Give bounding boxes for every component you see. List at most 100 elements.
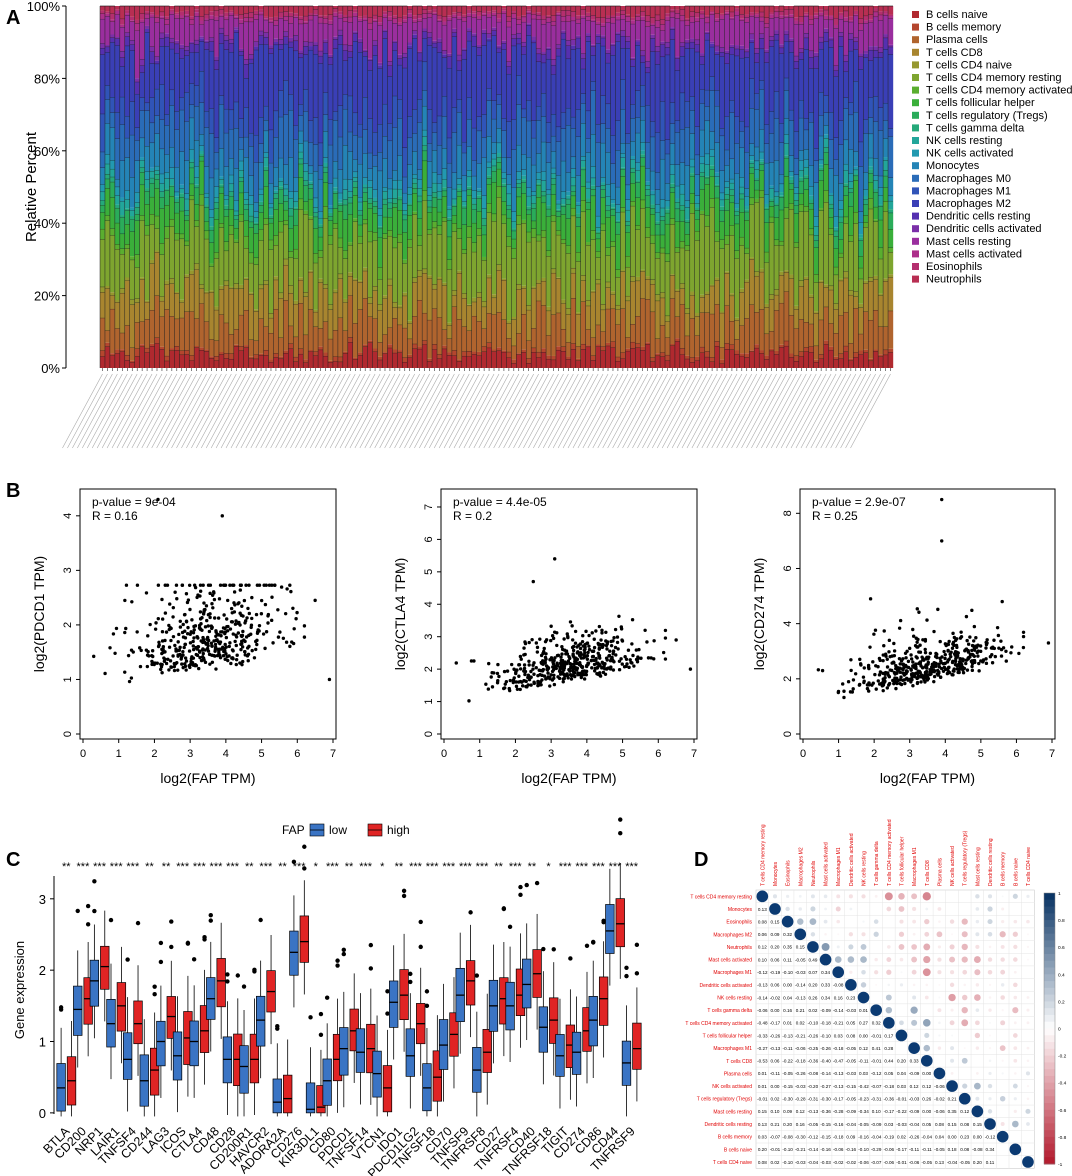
bar-segment: [541, 116, 547, 142]
bar-segment: [263, 120, 269, 131]
bar-segment: [124, 6, 130, 11]
bar-segment: [610, 43, 616, 46]
bar-segment: [551, 173, 557, 179]
bar-segment: [397, 179, 403, 189]
bar-segment: [258, 12, 264, 15]
bar-segment: [665, 315, 671, 322]
bar-segment: [669, 9, 676, 12]
bar-segment: [189, 117, 195, 149]
bar-segment: [422, 18, 428, 29]
bar-segment: [352, 323, 358, 358]
bar-segment: [536, 183, 542, 185]
bar-segment: [461, 207, 467, 225]
bar-segment: [605, 6, 611, 16]
bar-segment: [466, 237, 472, 305]
bar-segment: [441, 348, 448, 368]
bar-segment: [694, 44, 700, 52]
bar-segment: [109, 168, 116, 177]
bar-segment: [288, 157, 294, 192]
bar-segment: [283, 31, 289, 37]
bar-segment: [402, 22, 408, 53]
bar-segment: [541, 180, 547, 192]
bar-segment: [610, 207, 616, 210]
bar-segment: [298, 303, 304, 349]
bar-segment: [679, 15, 686, 21]
bar-segment: [516, 187, 522, 197]
bar-segment: [288, 293, 294, 326]
bar-segment: [144, 28, 150, 33]
bar-segment: [323, 321, 329, 353]
bar-segment: [377, 65, 383, 69]
bar-segment: [565, 356, 572, 360]
bar-segment: [674, 164, 681, 186]
bar-segment: [223, 40, 230, 50]
bar-segment: [620, 9, 626, 15]
bar-segment: [397, 64, 403, 100]
bar-segment: [387, 202, 393, 209]
bar-segment: [332, 177, 339, 188]
bar-segment: [684, 219, 690, 223]
bar-segment: [382, 198, 388, 205]
bar-segment: [456, 70, 463, 100]
bar-segment: [194, 165, 200, 178]
bar-segment: [228, 128, 235, 159]
bar-segment: [526, 241, 532, 306]
bar-segment: [610, 45, 616, 56]
bar-segment: [669, 345, 676, 368]
bar-segment: [258, 284, 264, 289]
bar-segment: [417, 218, 423, 236]
bar-segment: [268, 203, 274, 208]
bar-segment: [476, 228, 482, 236]
bar-segment: [318, 226, 324, 237]
bar-segment: [531, 208, 537, 221]
bar-segment: [595, 238, 601, 252]
bar-segment: [367, 168, 373, 181]
bar-segment: [620, 14, 626, 20]
bar-segment: [526, 13, 532, 24]
bar-segment: [104, 11, 111, 14]
bar-segment: [669, 143, 676, 165]
bar-segment: [496, 347, 502, 351]
bar-segment: [258, 201, 264, 206]
bar-segment: [179, 18, 185, 45]
bar-segment: [511, 221, 517, 229]
bar-segment: [367, 60, 373, 71]
bar-segment: [303, 201, 309, 211]
bar-segment: [417, 300, 423, 347]
bar-segment: [526, 120, 532, 157]
bar-segment: [159, 296, 165, 301]
bar-segment: [684, 165, 690, 201]
bar-segment: [570, 6, 576, 12]
bar-segment: [625, 295, 631, 301]
bar-segment: [570, 20, 576, 40]
bar-segment: [551, 314, 557, 356]
bar-segment: [516, 104, 522, 145]
y-tick-label: 60%: [34, 144, 60, 159]
bar-segment: [313, 355, 319, 368]
bar-segment: [684, 207, 690, 220]
bar-segment: [174, 43, 180, 53]
bar-segment: [536, 48, 542, 54]
bar-segment: [669, 29, 676, 40]
bar-segment: [278, 203, 284, 222]
bar-segment: [114, 248, 121, 300]
bar-segment: [669, 343, 676, 346]
bar-segment: [124, 137, 130, 158]
bar-segment: [660, 297, 666, 326]
bar-segment: [481, 6, 487, 11]
bar-segment: [392, 50, 398, 96]
bar-segment: [372, 206, 378, 214]
bar-segment: [635, 229, 641, 277]
bar-segment: [595, 231, 601, 233]
bar-segment: [303, 111, 309, 141]
bar-segment: [273, 25, 279, 39]
bar-segment: [372, 45, 378, 56]
bar-segment: [248, 204, 254, 216]
bar-segment: [288, 257, 294, 286]
bar-segment: [437, 6, 443, 15]
bar-segment: [451, 107, 458, 133]
bar-segment: [521, 352, 527, 368]
bar-segment: [164, 125, 170, 155]
bar-segment: [669, 298, 676, 344]
bar-segment: [104, 6, 111, 12]
